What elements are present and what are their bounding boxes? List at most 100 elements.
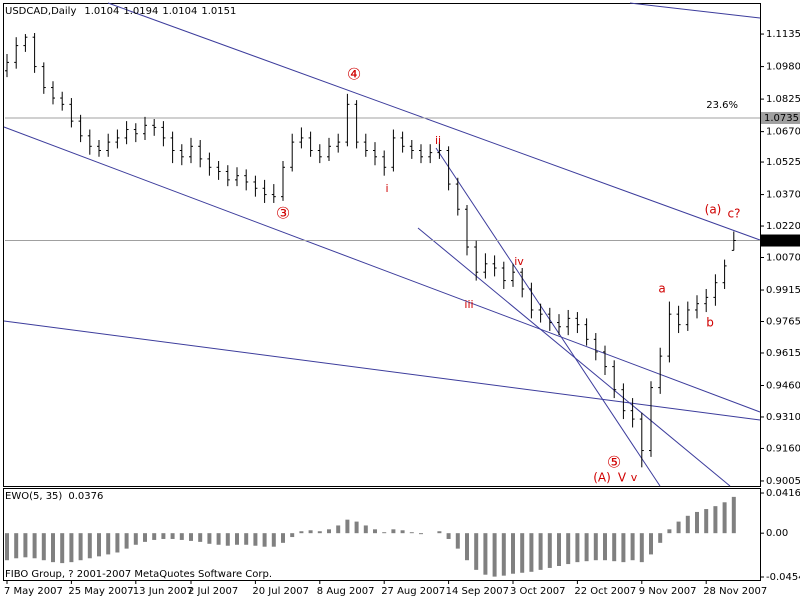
trendline [629,2,761,19]
indicator-bar [511,533,515,574]
wave-label: ii [435,134,441,147]
y-tick-label: 0.9460 [766,380,800,391]
ohlc-bar [225,165,230,187]
ohlc-bar [731,231,736,251]
y-tick-label: 1.0525 [766,157,800,168]
indicator-bar [253,533,258,546]
ohlc-bar [529,282,534,319]
ohlc-bar [133,123,138,143]
ohlc-bar [455,177,460,216]
ohlc-bar [253,175,258,197]
indicator-bar [281,533,285,543]
ohlc-bar [152,119,157,136]
last-low: 1.0104 [162,6,197,17]
indicator-bar [189,533,193,541]
indicator-bar [722,502,727,534]
indicator-bar [391,529,396,534]
y-tick-label: 1.0825 [766,94,800,105]
indicator-bar [41,533,46,561]
x-tick-label: 13 Jun 2007 [133,586,193,597]
ohlc-bar [23,34,28,52]
indicator-bar [465,533,469,561]
wave-label: iv [514,255,524,268]
indicator-bar [115,533,120,553]
y-tick-label: 1.0980 [766,62,800,73]
indicator-bar [538,533,543,570]
price-frame [3,3,761,487]
indicator-bar [446,533,451,539]
indicator-bar [308,530,313,534]
ohlc-bar [299,127,304,149]
indicator-bar [87,533,92,559]
chart-header: USDCAD,Daily 1.0104 1.0194 1.0104 1.0151 [5,6,236,17]
ohlc-bar [198,140,203,168]
ohlc-bar [290,133,295,172]
x-tick-label: 25 May 2007 [68,586,133,597]
indicator-bar [455,533,460,549]
indicator-bar [575,533,580,563]
indicator-last: 0.0376 [68,491,103,502]
ohlc-bar [428,144,433,164]
ohlc-bar [317,144,322,164]
ohlc-bar [69,98,74,128]
indicator-bar [170,533,175,539]
ohlc-bar [32,33,37,73]
ohlc-bar [704,288,709,313]
ohlc-bar [501,261,506,289]
indicator-bar [5,533,9,561]
wave-label: (A) [593,471,611,485]
ohlc-bar [207,152,212,176]
indicator-bar [685,515,690,534]
last-close: 1.0151 [201,6,236,17]
ohlc-bar [216,160,221,180]
y-tick-label: 1.0670 [766,127,800,138]
indicator-bar [271,533,276,547]
ohlc-bar [244,169,249,191]
indicator-bar [262,533,267,547]
ohlc-bar [179,144,184,166]
indicator-bar [419,533,423,535]
ohlc-bar [584,318,589,346]
indicator-bar [520,533,525,573]
ohlc-bar [391,129,396,172]
ohlc-bar [492,255,497,277]
ohlc-bar [308,131,313,157]
ohlc-bar [557,314,561,336]
ohlc-bar [327,137,331,161]
x-tick-label: 28 Nov 2007 [703,586,767,597]
y-tick-label: 0.9160 [766,443,800,454]
ohlc-bar [382,150,387,176]
ohlc-bar [124,121,129,145]
ohlc-bar [143,116,147,141]
indicator-bar [32,533,37,559]
ohlc-bar [60,91,65,111]
trendline [417,227,731,487]
indicator-bar [630,533,635,561]
indicator-bar [69,533,74,563]
ohlc-bar [630,398,635,428]
indicator-bar [198,533,203,542]
indicator-bar [649,533,653,555]
indicator-bar [373,529,377,534]
ohlc-bar [400,131,405,153]
wave-label: iii [464,298,473,311]
wave-label: ③ [276,204,290,223]
fibo-label: 23.6% [706,100,738,111]
ohlc-bar [161,121,166,147]
indicator-bar [290,533,295,538]
x-tick-label: 14 Sep 2007 [446,586,509,597]
indicator-bar [474,533,479,570]
indicator-bar [621,533,626,563]
price-box [761,234,800,247]
indicator-bar [612,533,617,562]
ohlc-bar [713,274,718,306]
ohlc-bar [593,333,598,361]
ohlc-bar [87,129,92,155]
ohlc-bar [695,295,699,319]
indicator-bar [492,533,497,577]
ohlc-bar [345,93,350,147]
trendline [3,126,761,413]
wave-label: ④ [347,65,361,84]
indicator-name: EWO(5, 35) [5,491,62,502]
indicator-bar [584,533,589,562]
